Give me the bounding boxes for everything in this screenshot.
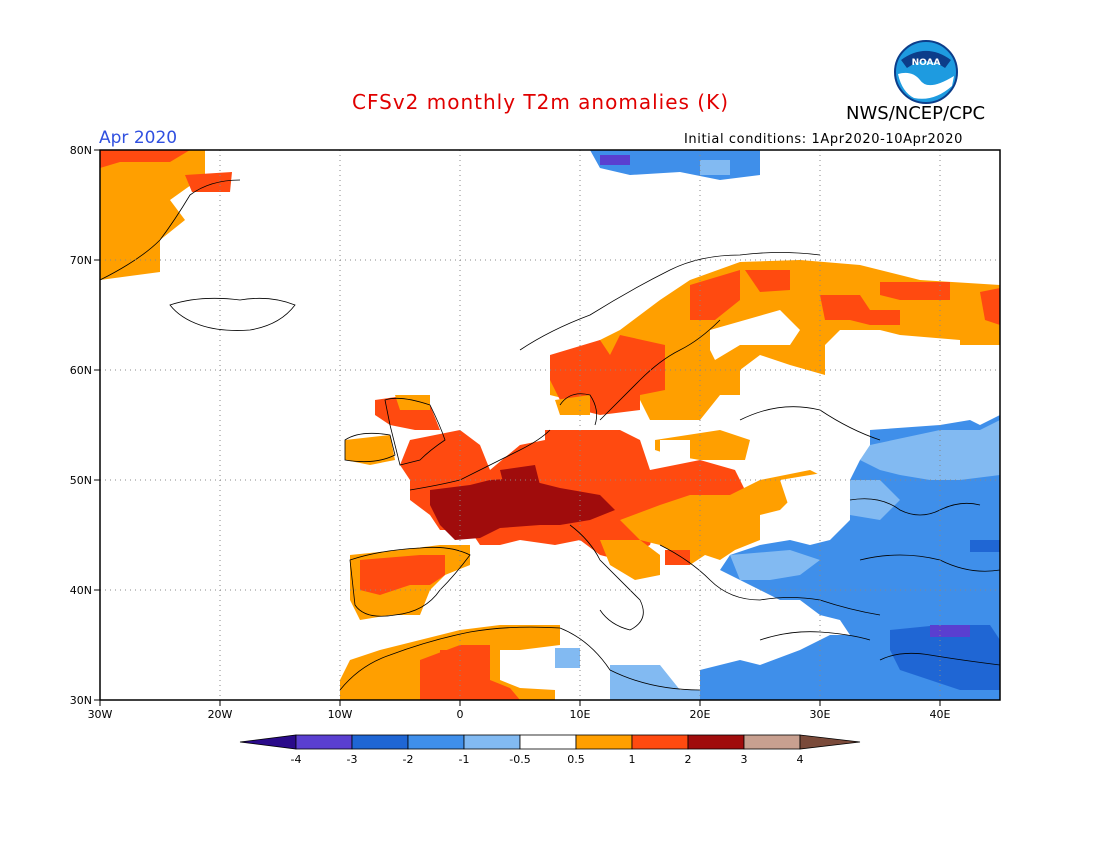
colorbar-swatch [519, 734, 577, 750]
lon-label: 20E [690, 708, 711, 721]
lon-label: 30E [810, 708, 831, 721]
lat-label: 30N [70, 694, 92, 707]
latitude-labels: 80N 70N 60N 50N 40N 30N [70, 144, 92, 707]
colorbar-swatch [631, 734, 689, 750]
colorbar-label: -0.5 [509, 753, 530, 766]
colorbar [239, 734, 861, 750]
lon-label: 10E [570, 708, 591, 721]
colorbar-label: 4 [797, 753, 804, 766]
lat-label: 80N [70, 144, 92, 157]
colorbar-swatch [295, 734, 353, 750]
lat-label: 60N [70, 364, 92, 377]
noaa-logo-text: NOAA [912, 58, 941, 68]
anomaly-fields [100, 150, 1000, 700]
colorbar-label: 3 [741, 753, 748, 766]
colorbar-swatch [407, 734, 465, 750]
colorbar-label: 2 [685, 753, 692, 766]
valid-month-label: Apr 2020 [99, 128, 178, 148]
lon-label: 0 [457, 708, 464, 721]
lon-label: 40E [930, 708, 951, 721]
map-frame [99, 149, 1001, 701]
lat-label: 70N [70, 254, 92, 267]
lat-label: 40N [70, 584, 92, 597]
colorbar-swatch [239, 734, 297, 750]
colorbar-label: 1 [629, 753, 636, 766]
colorbar-swatch [799, 734, 861, 750]
noaa-logo-icon: NOAA [894, 40, 958, 104]
graticule [100, 150, 1000, 700]
initial-conditions-label: Initial conditions: 1Apr2020-10Apr2020 [684, 132, 963, 147]
tick-marks [94, 149, 941, 706]
lat-label: 50N [70, 474, 92, 487]
lon-label: 10W [328, 708, 353, 721]
colorbar-label: -1 [459, 753, 470, 766]
colorbar-swatch [351, 734, 409, 750]
colorbar-label: 0.5 [567, 753, 585, 766]
colorbar-swatch [743, 734, 801, 750]
lon-label: 20W [208, 708, 233, 721]
colorbar-label: -4 [291, 753, 302, 766]
colorbar-label: -2 [403, 753, 414, 766]
colorbar-swatch [575, 734, 633, 750]
organization-label: NWS/NCEP/CPC [846, 103, 986, 124]
coastlines [100, 179, 1000, 691]
colorbar-label: -3 [347, 753, 358, 766]
longitude-labels: 30W 20W 10W 0 10E 20E 30E 40E [88, 708, 951, 721]
lon-label: 30W [88, 708, 113, 721]
chart-title: CFSv2 monthly T2m anomalies (K) [352, 90, 729, 114]
colorbar-swatch [463, 734, 521, 750]
colorbar-labels: -4 -3 -2 -1 -0.5 0.5 1 2 3 4 [291, 753, 804, 766]
colorbar-swatch [687, 734, 745, 750]
